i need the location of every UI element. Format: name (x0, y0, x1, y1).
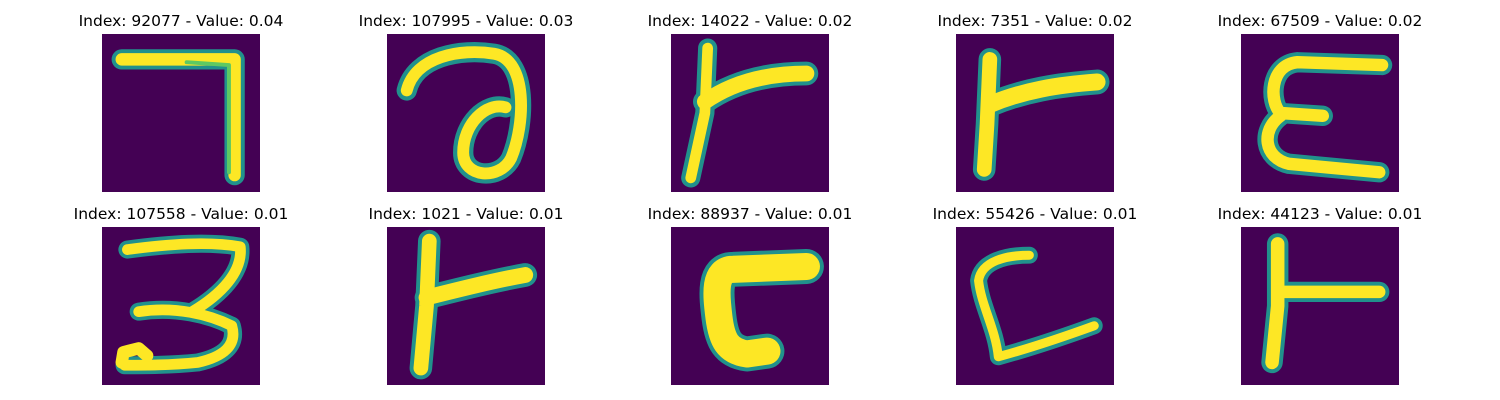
e-glyph (1241, 34, 1399, 192)
panel-title: Index: 88937 - Value: 0.01 (647, 205, 853, 223)
r-glyph (387, 227, 545, 385)
seven-glyph (102, 34, 260, 192)
panel-title: Index: 92077 - Value: 0.04 (78, 12, 284, 30)
panel-title: Index: 107995 - Value: 0.03 (358, 12, 574, 30)
l-glyph (956, 227, 1114, 385)
panel-title: Index: 55426 - Value: 0.01 (932, 205, 1138, 223)
three-glyph (102, 227, 260, 385)
panel-title: Index: 7351 - Value: 0.02 (937, 12, 1133, 30)
t-glyph (1241, 227, 1399, 385)
r-glyph (956, 34, 1114, 192)
panel-title: Index: 14022 - Value: 0.02 (647, 12, 853, 30)
panel-title: Index: 44123 - Value: 0.01 (1217, 205, 1423, 223)
r-block-glyph (671, 227, 829, 385)
panel-title: Index: 107558 - Value: 0.01 (73, 205, 289, 223)
panel-title: Index: 1021 - Value: 0.01 (368, 205, 564, 223)
r-glyph (671, 34, 829, 192)
panel-title: Index: 67509 - Value: 0.02 (1217, 12, 1423, 30)
a-glyph (387, 34, 545, 192)
